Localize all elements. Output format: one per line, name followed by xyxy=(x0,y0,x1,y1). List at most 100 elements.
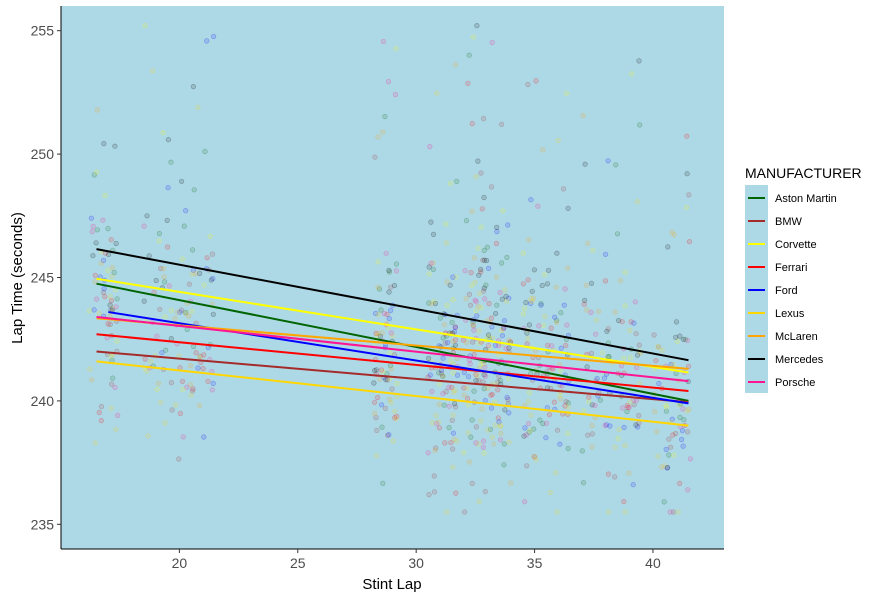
data-point xyxy=(191,187,197,193)
data-point xyxy=(375,284,381,291)
data-point xyxy=(535,203,541,209)
data-point xyxy=(388,366,395,372)
data-point xyxy=(107,294,113,300)
data-point xyxy=(453,274,459,280)
data-point xyxy=(448,440,454,446)
data-point xyxy=(493,240,500,247)
data-point xyxy=(463,339,470,346)
data-point xyxy=(525,277,531,283)
data-point xyxy=(444,302,450,309)
data-point xyxy=(430,266,436,273)
data-point xyxy=(375,330,381,336)
data-point xyxy=(605,471,612,477)
data-point xyxy=(463,218,470,224)
data-point xyxy=(436,401,442,408)
data-point xyxy=(374,332,381,339)
data-point xyxy=(394,413,400,420)
data-point xyxy=(473,440,479,446)
data-point xyxy=(625,404,631,411)
data-point xyxy=(114,296,120,302)
data-point xyxy=(89,229,95,235)
data-point xyxy=(440,373,446,379)
data-point xyxy=(633,331,639,337)
data-point xyxy=(663,404,670,410)
data-point xyxy=(431,473,437,479)
data-point xyxy=(467,361,473,367)
data-point xyxy=(687,456,694,462)
data-point xyxy=(493,310,499,317)
data-point xyxy=(461,369,467,376)
data-point xyxy=(637,122,643,128)
data-point xyxy=(565,400,571,406)
data-point xyxy=(441,402,447,408)
data-point xyxy=(165,185,171,191)
data-point xyxy=(473,377,479,384)
data-point xyxy=(376,286,383,292)
data-point xyxy=(499,121,505,127)
data-point xyxy=(545,267,552,273)
data-point xyxy=(442,440,448,446)
data-point xyxy=(533,457,539,463)
data-point xyxy=(498,424,504,430)
data-point xyxy=(394,380,400,387)
data-point xyxy=(159,350,165,356)
data-point xyxy=(372,410,378,417)
data-point xyxy=(197,270,203,277)
data-point xyxy=(470,322,476,328)
data-point xyxy=(375,134,381,140)
trend-line-porsche xyxy=(96,315,689,383)
data-point xyxy=(485,343,492,349)
data-point xyxy=(504,298,510,304)
data-point xyxy=(461,449,467,456)
data-point xyxy=(430,231,437,237)
data-point xyxy=(526,322,533,328)
data-point xyxy=(193,271,199,277)
data-point xyxy=(588,350,595,357)
data-point xyxy=(466,291,473,298)
data-point xyxy=(482,364,488,370)
data-point xyxy=(686,406,692,413)
data-point xyxy=(485,427,491,433)
data-point xyxy=(183,309,189,316)
data-point xyxy=(461,385,467,391)
data-point xyxy=(476,498,482,505)
data-point xyxy=(141,223,147,229)
data-point xyxy=(429,388,435,395)
data-point xyxy=(371,380,377,386)
data-point xyxy=(109,265,115,271)
data-point xyxy=(524,341,530,347)
data-point xyxy=(141,298,147,304)
data-point xyxy=(663,446,669,453)
data-point xyxy=(431,298,437,305)
data-point xyxy=(529,298,535,305)
data-point xyxy=(634,352,641,358)
data-point xyxy=(388,284,394,290)
data-point xyxy=(452,324,458,331)
data-point xyxy=(496,342,502,349)
data-point xyxy=(482,489,488,495)
data-point xyxy=(492,342,499,348)
data-point xyxy=(655,344,661,350)
data-point xyxy=(165,137,171,143)
data-point xyxy=(553,319,560,326)
data-point xyxy=(565,404,571,410)
data-point xyxy=(444,509,450,515)
data-point xyxy=(96,409,102,416)
data-point xyxy=(112,384,118,391)
data-point xyxy=(663,408,670,414)
data-point xyxy=(506,337,512,343)
data-point xyxy=(177,309,183,315)
data-point xyxy=(466,374,472,380)
data-point xyxy=(157,306,163,312)
data-point xyxy=(680,406,686,412)
data-point xyxy=(105,321,111,327)
data-point xyxy=(588,280,595,286)
data-point xyxy=(679,428,686,434)
data-point xyxy=(446,403,452,409)
data-point xyxy=(521,306,528,312)
data-point xyxy=(584,364,590,370)
data-point xyxy=(655,344,662,350)
data-point xyxy=(433,412,439,419)
data-point xyxy=(617,278,624,284)
data-point xyxy=(450,370,456,376)
